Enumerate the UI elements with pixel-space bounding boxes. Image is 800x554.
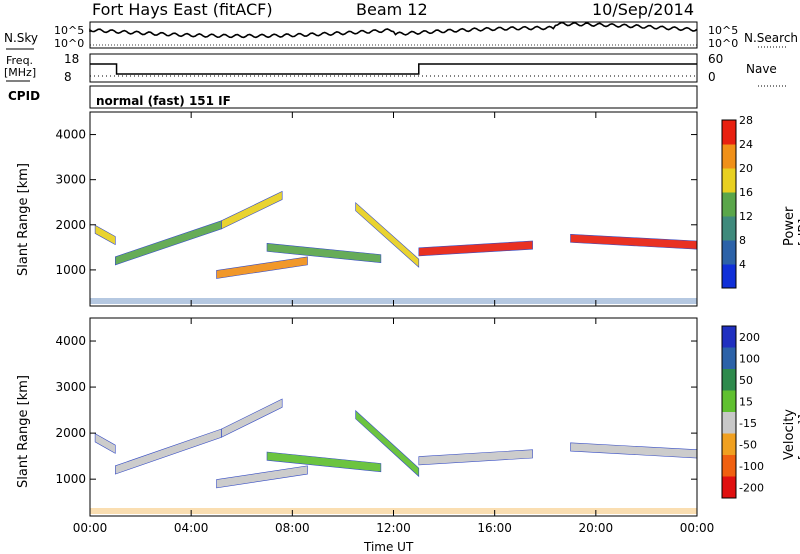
nsearch-label: N.Search xyxy=(744,31,799,45)
velocity-echo-band xyxy=(355,409,420,478)
power-colorbar-swatch xyxy=(722,264,736,289)
power-echo-band xyxy=(355,202,420,268)
velocity-colorbar-swatch xyxy=(722,326,736,348)
velocity-colorbar-tick-label: 200 xyxy=(739,331,760,344)
power-colorbar-swatch xyxy=(722,240,736,265)
power-colorbar-swatch xyxy=(722,216,736,241)
velocity-ytick-label: 3000 xyxy=(55,380,86,394)
power-plot-bg xyxy=(90,112,697,306)
velocity-colorbar-tick-label: 100 xyxy=(739,352,760,365)
power-colorbar-swatch xyxy=(722,192,736,217)
power-ytick-label: 4000 xyxy=(55,128,86,142)
beam-title: Beam 12 xyxy=(356,0,428,19)
velocity-echo-band xyxy=(418,449,533,466)
power-ytick-label: 3000 xyxy=(55,173,86,187)
velocity-colorbar-tick-label: 15 xyxy=(739,395,753,408)
frequency-trace xyxy=(90,63,697,75)
nsky-panel-frame xyxy=(89,21,698,49)
x-tick-label: 20:00 xyxy=(579,521,614,535)
power-colorbar-tick-label: 28 xyxy=(739,114,753,127)
freq-unit-label: [MHz] xyxy=(4,66,37,79)
velocity-echo-band xyxy=(216,465,308,489)
velocity-colorbar-swatch xyxy=(722,412,736,434)
nave-tick-top: 60 xyxy=(708,52,724,66)
velocity-ytick-label: 4000 xyxy=(55,334,86,348)
power-colorbar-tick-label: 12 xyxy=(739,210,753,223)
x-tick-label: 00:00 xyxy=(680,521,715,535)
velocity-ytick-label: 1000 xyxy=(55,472,86,486)
power-echo-band xyxy=(418,240,533,257)
velocity-colorbar-swatch xyxy=(722,433,736,456)
velocity-colorbar-swatch xyxy=(722,455,736,477)
freq-tick-top: 18 xyxy=(64,52,80,66)
nsky-trace xyxy=(89,21,698,39)
nsky-tick-top: 10^5 xyxy=(54,24,85,37)
nsearch-tick-bottom: 10^0 xyxy=(708,37,739,50)
velocity-colorbar-swatch xyxy=(722,390,736,413)
nsky-label: N.Sky xyxy=(4,31,39,45)
velocity-echo-band xyxy=(94,433,116,454)
velocity-ytick-label: 2000 xyxy=(55,426,86,440)
velocity-colorbar-swatch xyxy=(722,476,736,499)
cpid-panel-frame xyxy=(89,85,698,109)
power-echo-band xyxy=(221,190,283,230)
velocity-colorbar-swatch xyxy=(722,369,736,391)
velocity-colorbar-frame xyxy=(721,325,737,499)
x-tick-label: 08:00 xyxy=(275,521,310,535)
velocity-colorbar-tick-label: -200 xyxy=(739,481,764,494)
velocity-colorbar-swatch xyxy=(722,347,736,370)
velocity-echo-band xyxy=(266,451,382,473)
power-colorbar-swatch xyxy=(722,120,736,145)
velocity-echo-band xyxy=(221,398,283,438)
velocity-colorbar-tick-label: -100 xyxy=(739,460,764,473)
velocity-colorbar-tick-label: 50 xyxy=(739,374,753,387)
power-ytick-label: 2000 xyxy=(55,218,86,232)
nave-tick-bottom: 0 xyxy=(708,70,716,84)
x-tick-label: 12:00 xyxy=(376,521,411,535)
x-tick-label: 00:00 xyxy=(73,521,108,535)
cpid-label: CPID xyxy=(8,89,41,103)
radar-title: Fort Hays East (fitACF) xyxy=(92,0,273,19)
power-colorbar-tick-label: 20 xyxy=(739,162,753,175)
x-tick-label: 16:00 xyxy=(477,521,512,535)
power-echo-band xyxy=(216,256,308,279)
nave-label: Nave xyxy=(746,62,777,76)
power-echo-band xyxy=(266,242,382,264)
velocity-plot-bg xyxy=(90,318,697,516)
velocity-colorbar-tick-label: -15 xyxy=(739,417,757,430)
nsky-tick-bottom: 10^0 xyxy=(54,37,85,50)
x-axis-label: Time UT xyxy=(364,540,414,554)
power-echo-band xyxy=(94,224,116,246)
freq-label: Freq. xyxy=(6,54,34,67)
power-colorbar-tick-label: 16 xyxy=(739,186,753,199)
power-colorbar-tick-label: 4 xyxy=(739,258,746,271)
nsearch-tick-top: 10^5 xyxy=(708,24,739,37)
cpid-mode: normal (fast) 151 IF xyxy=(96,94,231,108)
velocity-colorbar-tick-label: -50 xyxy=(739,438,757,451)
power-colorbar-frame xyxy=(721,119,737,289)
freq-panel-frame xyxy=(89,53,698,83)
date-title: 10/Sep/2014 xyxy=(592,0,695,19)
freq-tick-bottom: 8 xyxy=(64,70,72,84)
power-colorbar-tick-label: 8 xyxy=(739,234,746,247)
power-ytick-label: 1000 xyxy=(55,263,86,277)
power-colorbar-swatch xyxy=(722,144,736,169)
x-tick-label: 04:00 xyxy=(174,521,209,535)
power-colorbar-tick-label: 24 xyxy=(739,138,753,151)
power-colorbar-swatch xyxy=(722,168,736,193)
